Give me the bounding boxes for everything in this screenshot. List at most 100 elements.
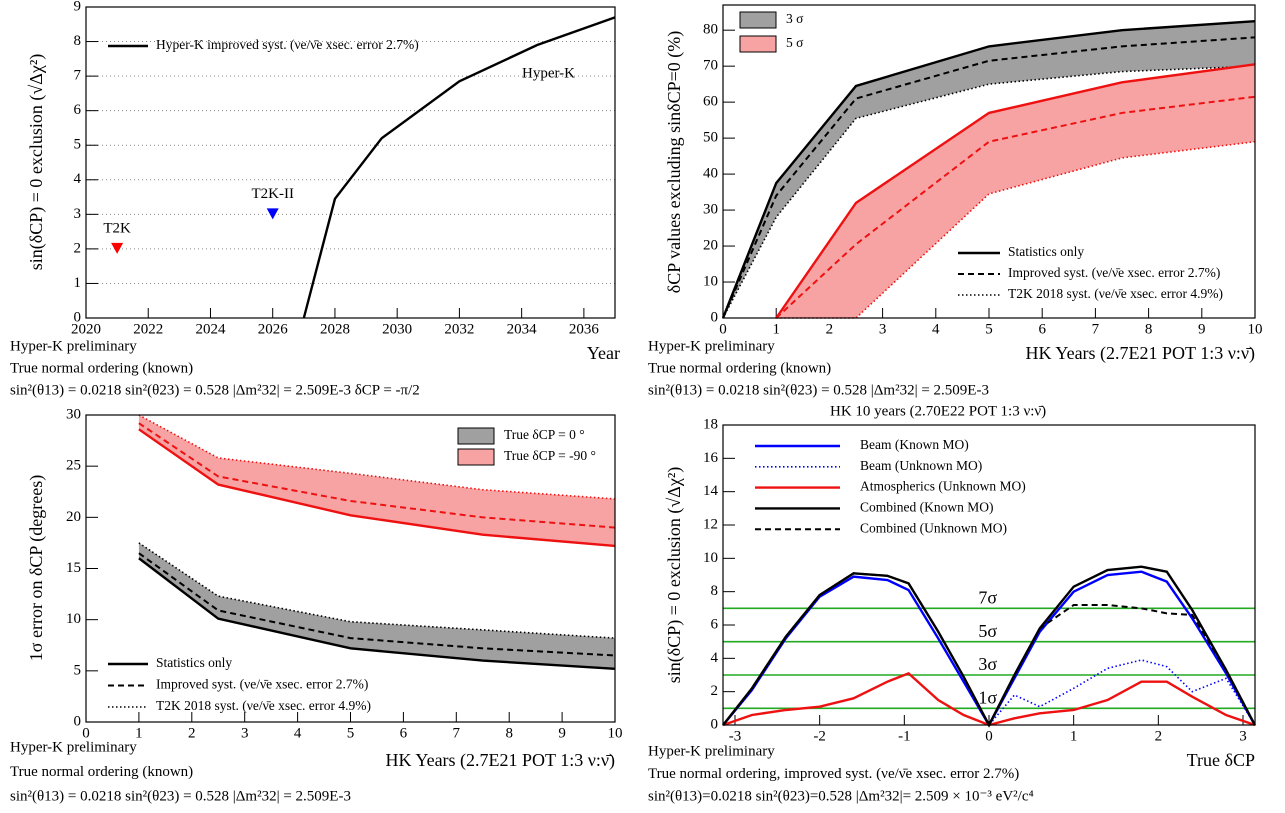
level-label: 3σ xyxy=(978,654,997,674)
y-tick-label: 16 xyxy=(703,450,719,466)
y-tick-label: 14 xyxy=(703,483,719,499)
note: Hyper-K preliminary xyxy=(10,338,137,354)
band-area xyxy=(723,21,1255,318)
x-tick-label: 0 xyxy=(719,321,727,337)
band-area xyxy=(138,415,615,546)
series-line xyxy=(302,16,616,319)
x-tick-label: 8 xyxy=(1145,321,1153,337)
x-tick-label: 3 xyxy=(241,725,249,741)
x-tick-label: 0 xyxy=(985,728,993,744)
y-tick-label: 60 xyxy=(703,94,718,110)
legend-swatch xyxy=(739,11,777,29)
x-tick-label: 2022 xyxy=(133,321,163,337)
annotation: Hyper-K xyxy=(522,65,575,81)
level-label: 7σ xyxy=(978,587,997,607)
band-area xyxy=(776,64,1255,319)
y-tick-label: 70 xyxy=(703,58,718,74)
y-tick-label: 4 xyxy=(711,650,719,666)
y-tick-label: 3 xyxy=(74,206,82,222)
legend-label: Hyper-K improved syst. (νe/ν̄e xsec. err… xyxy=(156,37,419,52)
x-tick-label: -3 xyxy=(729,728,742,744)
x-tick-label: 6 xyxy=(1038,321,1046,337)
y-tick-label: 20 xyxy=(703,237,718,253)
x-tick-label: 7 xyxy=(453,725,461,741)
y-tick-label: 30 xyxy=(703,202,718,218)
plot-frame xyxy=(85,6,616,319)
legend-label: Improved syst. (νe/ν̄e xsec. error 2.7%) xyxy=(1008,265,1220,280)
series-line xyxy=(138,428,616,548)
series-line xyxy=(138,422,616,529)
y-tick-label: 6 xyxy=(711,616,719,632)
level-label: 5σ xyxy=(978,621,997,641)
x-tick-label: 8 xyxy=(505,725,513,741)
series-line xyxy=(775,95,1256,319)
x-tick-label: 9 xyxy=(558,725,566,741)
plot-frame xyxy=(722,4,1256,319)
y-axis-label: δCP values excluding sinδCP=0 (%) xyxy=(664,31,685,293)
note: True normal ordering, improved syst. (νe… xyxy=(648,766,1019,782)
y-tick-label: 18 xyxy=(703,416,718,432)
x-tick-label: 2032 xyxy=(444,321,474,337)
legend-label: Combined (Known MO) xyxy=(860,499,994,514)
note: True normal ordering (known) xyxy=(10,764,193,780)
legend-label: Statistics only xyxy=(156,655,232,670)
y-tick-label: 1 xyxy=(74,275,82,291)
y-tick-label: 8 xyxy=(711,583,719,599)
x-tick-label: 2020 xyxy=(71,321,101,337)
y-tick-label: 40 xyxy=(703,166,718,182)
y-tick-label: 7 xyxy=(74,68,82,84)
x-tick-label: 1 xyxy=(135,725,143,741)
x-axis-label: HK Years (2.7E21 POT 1:3 ν:ν̄) xyxy=(1026,343,1255,364)
legend-swatch xyxy=(739,35,777,53)
x-tick-label: 3 xyxy=(879,321,887,337)
note: Hyper-K preliminary xyxy=(10,739,137,755)
x-tick-label: 4 xyxy=(932,321,940,337)
note: Hyper-K preliminary xyxy=(648,338,775,354)
band-area xyxy=(138,542,615,669)
y-axis-label: sin(δCP) = 0 exclusion (√Δχ²) xyxy=(26,54,47,270)
x-tick-label: 10 xyxy=(1248,321,1263,337)
y-tick-label: 50 xyxy=(703,130,718,146)
y-tick-label: 8 xyxy=(74,33,82,49)
x-tick-label: 5 xyxy=(985,321,993,337)
legend-label: Improved syst. (νe/ν̄e xsec. error 2.7%) xyxy=(156,677,368,692)
x-tick-label: -1 xyxy=(898,728,911,744)
series-line xyxy=(138,557,616,670)
y-tick-label: 10 xyxy=(703,550,718,566)
y-tick-label: 5 xyxy=(74,662,82,678)
y-tick-label: 30 xyxy=(66,406,81,422)
series-line xyxy=(138,414,616,500)
y-tick-label: 4 xyxy=(74,171,82,187)
note: True normal ordering (known) xyxy=(10,360,193,376)
note: sin²(θ13) = 0.0218 sin²(θ23) = 0.528 |Δm… xyxy=(648,382,989,398)
note: Hyper-K preliminary xyxy=(648,743,775,759)
y-tick-label: 0 xyxy=(711,716,719,732)
x-axis-label: True δCP xyxy=(1187,750,1255,770)
y-tick-label: 2 xyxy=(74,240,82,256)
legend-label: T2K 2018 syst. (νe/ν̄e xsec. error 4.9%) xyxy=(1008,286,1223,301)
y-axis-label: 1σ error on δCP (degrees) xyxy=(26,475,47,661)
x-tick-label: 2036 xyxy=(569,321,600,337)
series-line xyxy=(775,63,1256,319)
y-tick-label: 10 xyxy=(66,611,81,627)
legend-label: True δCP = -90 ° xyxy=(504,448,596,463)
x-tick-label: 7 xyxy=(1092,321,1100,337)
legend-label: Atmospherics (Unknown MO) xyxy=(860,479,1026,494)
y-tick-label: 0 xyxy=(74,713,82,729)
y-tick-label: 9 xyxy=(74,0,82,14)
legend-swatch xyxy=(457,448,495,466)
x-tick-label: 3 xyxy=(1239,728,1247,744)
y-tick-label: 2 xyxy=(711,683,719,699)
legend-label: 3 σ xyxy=(786,11,804,26)
legend-label: Beam (Unknown MO) xyxy=(860,458,982,473)
x-tick-label: 10 xyxy=(608,725,623,741)
x-axis-label: HK Years (2.7E21 POT 1:3 ν:ν̄) xyxy=(386,750,615,771)
y-tick-label: 5 xyxy=(74,137,82,153)
y-tick-label: 25 xyxy=(66,458,81,474)
y-tick-label: 80 xyxy=(703,22,718,38)
x-tick-label: 2024 xyxy=(195,321,226,337)
x-tick-label: 5 xyxy=(347,725,355,741)
x-tick-label: 1 xyxy=(1070,728,1078,744)
x-tick-label: 0 xyxy=(82,725,90,741)
x-tick-label: 6 xyxy=(400,725,408,741)
